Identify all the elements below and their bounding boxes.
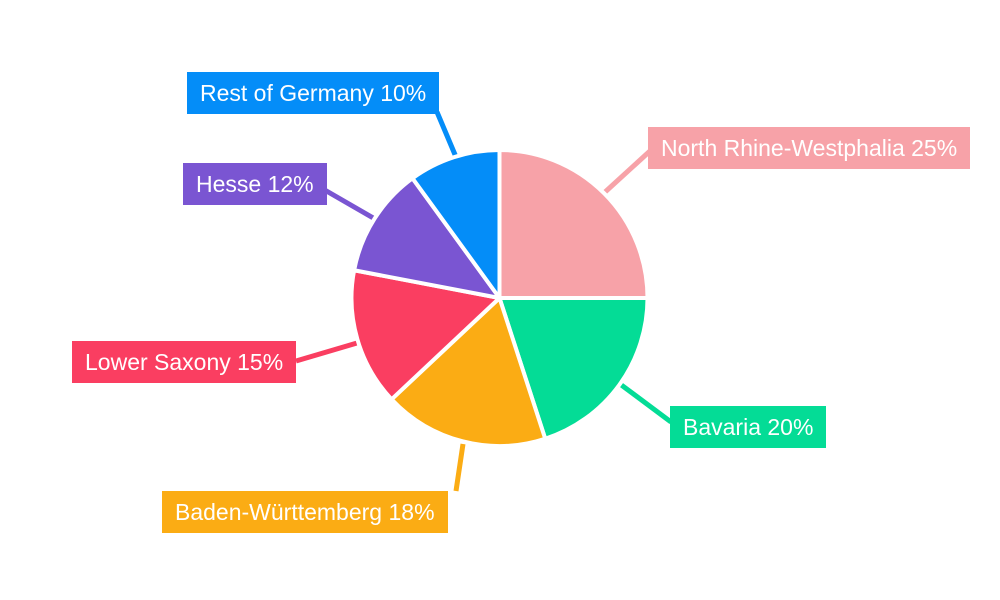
pie-slice-baden-wurttemberg <box>389 296 548 448</box>
label-lower-saxony: Lower Saxony 15% <box>72 341 297 383</box>
leader-line-lower-saxony <box>295 340 358 364</box>
pie-slice-north-rhine-westphalia <box>497 148 650 300</box>
label-hesse: Hesse 12% <box>183 163 327 205</box>
label-rest-of-germany: Rest of Germany 10% <box>187 72 440 114</box>
pie-slice-hesse <box>352 176 502 300</box>
leader-line-hesse <box>321 186 377 222</box>
pie-slice-bavaria <box>497 296 650 441</box>
leader-line-north-rhine-westphalia <box>602 149 652 195</box>
label-north-rhine-westphalia: North Rhine-Westphalia 25% <box>648 127 971 169</box>
pie-slice-lower-saxony <box>349 268 502 402</box>
label-baden-wurttemberg: Baden-Württemberg 18% <box>162 491 448 533</box>
leader-line-bavaria <box>618 381 673 425</box>
leader-line-rest-of-germany <box>434 111 459 158</box>
pie-slice-rest-of-germany <box>410 148 502 300</box>
label-bavaria: Bavaria 20% <box>670 406 827 448</box>
leader-line-baden-wurttemberg <box>453 443 466 492</box>
